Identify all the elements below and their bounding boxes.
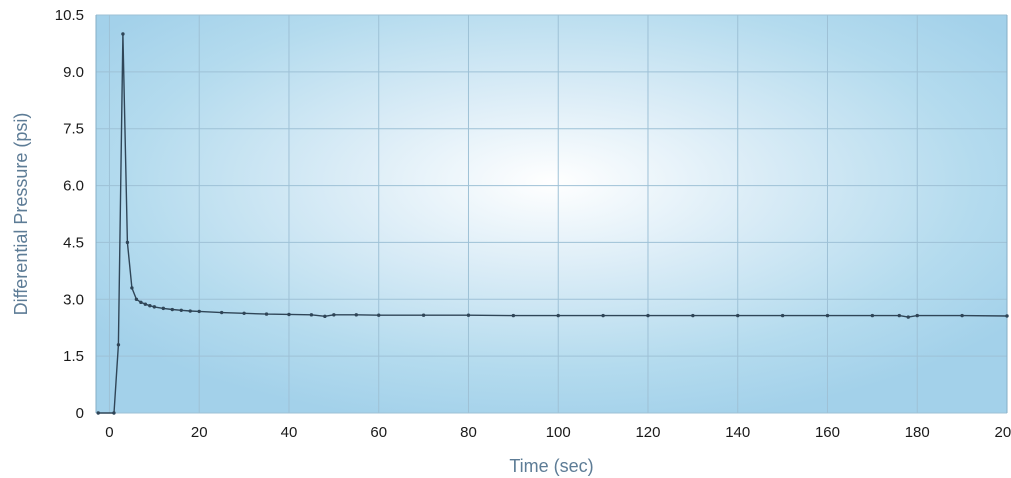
data-point (354, 313, 358, 317)
data-point (915, 313, 919, 318)
y-tick-label: 1.5 (63, 348, 84, 365)
x-tick-label: 160 (815, 424, 840, 441)
y-tick-label: 9.0 (63, 64, 84, 81)
data-point (121, 32, 125, 36)
data-point (960, 313, 964, 318)
y-axis-tick-labels: 0 1.5 3.0 4.5 6.0 7.5 9.0 10.5 (55, 7, 84, 422)
data-point (112, 411, 116, 415)
data-point (736, 313, 740, 318)
plot-area (96, 15, 1007, 413)
x-tick-label: 200 (994, 424, 1011, 441)
series-layer (96, 32, 1009, 415)
x-tick-label: 140 (725, 424, 750, 441)
x-tick-label: 20 (191, 424, 208, 441)
data-point (143, 302, 148, 306)
data-point (332, 313, 336, 317)
data-point (170, 307, 174, 312)
x-tick-label: 100 (546, 424, 571, 441)
data-point (134, 297, 139, 301)
data-point (323, 314, 327, 319)
grid-lines (95, 14, 1008, 414)
data-point (287, 312, 291, 317)
y-tick-label: 10.5 (55, 7, 84, 24)
data-point (197, 309, 201, 314)
data-point (96, 411, 100, 415)
data-point (188, 309, 192, 313)
data-point (242, 311, 246, 316)
data-point (466, 313, 471, 317)
data-point (161, 306, 166, 311)
x-axis-tick-labels: 0 20 40 60 80 100 120 140 160 180 200 (105, 424, 1011, 441)
data-point (825, 313, 830, 318)
x-axis-title: Time (sec) (509, 456, 593, 476)
x-tick-label: 180 (905, 424, 930, 441)
data-point (906, 315, 910, 319)
data-point (377, 313, 381, 317)
data-point (897, 313, 901, 318)
data-point (152, 305, 157, 309)
data-point (601, 313, 605, 318)
data-point (219, 310, 224, 315)
data-point (309, 313, 314, 317)
x-tick-label: 120 (635, 424, 660, 441)
data-point (139, 300, 143, 305)
x-tick-label: 0 (105, 424, 113, 441)
x-tick-label: 40 (281, 424, 298, 441)
y-tick-label: 0 (76, 405, 84, 422)
data-point (179, 308, 183, 312)
data-point (130, 286, 134, 290)
data-point (116, 343, 121, 347)
y-axis-title: Differential Pressure (psi) (11, 113, 31, 316)
y-tick-label: 7.5 (63, 121, 84, 138)
data-point (264, 312, 269, 316)
data-point (125, 240, 130, 245)
data-point (556, 313, 560, 318)
data-point (148, 304, 152, 308)
y-tick-label: 6.0 (63, 178, 84, 195)
data-point (870, 313, 875, 318)
data-point (421, 313, 426, 317)
data-point (691, 313, 695, 318)
data-point (780, 313, 785, 318)
y-tick-label: 3.0 (63, 291, 84, 308)
data-point (511, 313, 516, 318)
x-tick-label: 80 (460, 424, 477, 441)
data-point (646, 313, 650, 318)
data-point (1005, 314, 1009, 318)
y-tick-label: 4.5 (63, 234, 84, 251)
x-tick-label: 60 (370, 424, 387, 441)
